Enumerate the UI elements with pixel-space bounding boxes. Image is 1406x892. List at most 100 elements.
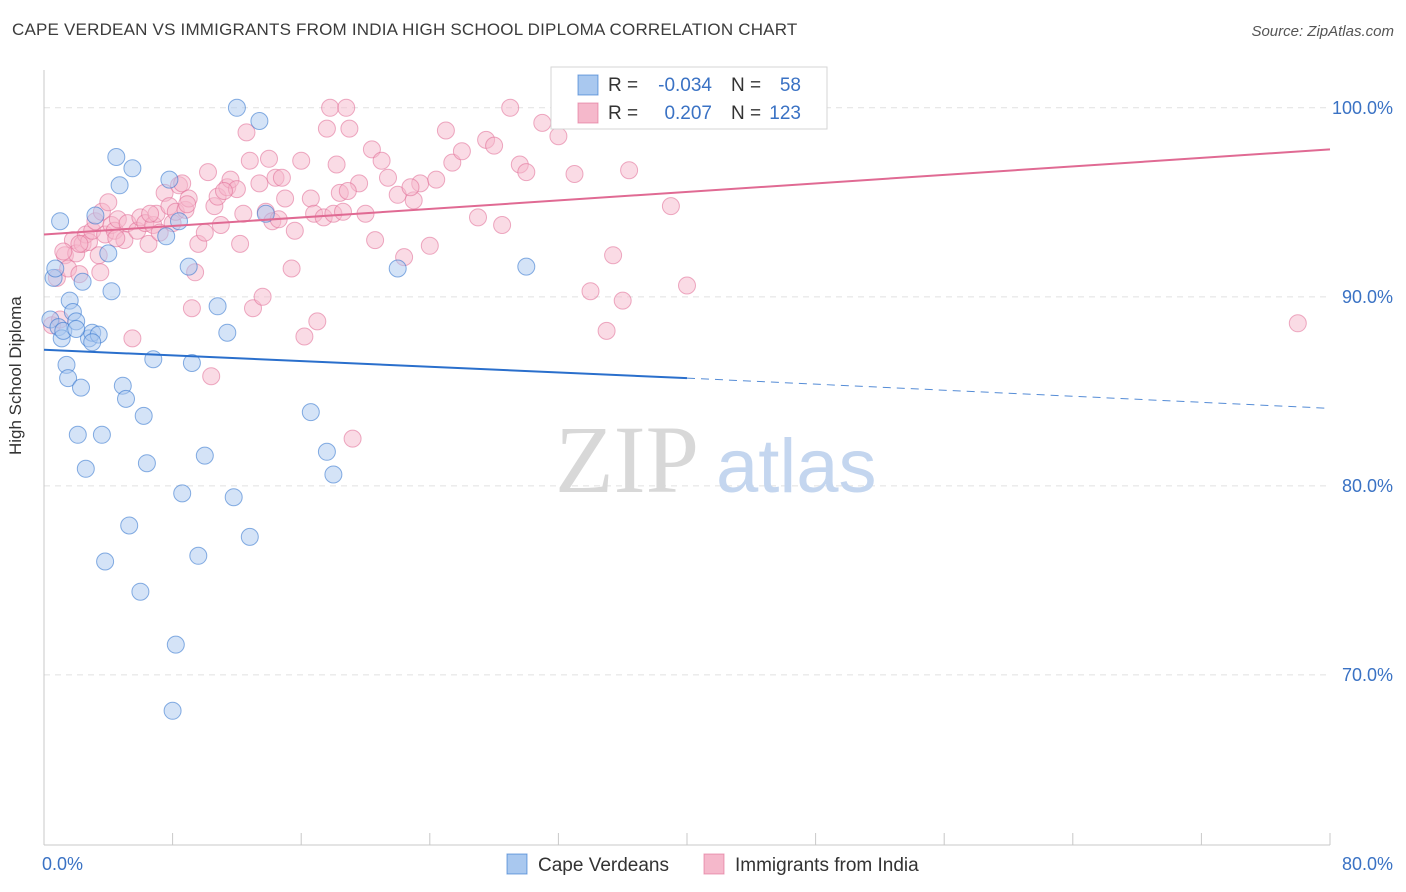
data-point: [173, 484, 192, 503]
data-point: [237, 123, 256, 142]
data-point: [469, 208, 487, 227]
data-point: [613, 291, 632, 310]
data-point: [170, 212, 188, 231]
data-point: [195, 223, 214, 242]
data-point: [366, 231, 385, 250]
y-tick-label: 80.0%: [1342, 476, 1393, 496]
data-point: [517, 257, 536, 276]
data-point: [317, 119, 336, 138]
legend-swatch: [577, 102, 599, 124]
data-point: [317, 442, 336, 461]
data-point: [533, 113, 552, 132]
data-point: [452, 142, 471, 161]
data-point: [131, 582, 150, 601]
data-point: [51, 212, 70, 231]
data-point: [120, 516, 139, 535]
data-point: [72, 378, 90, 397]
x-tick-label: 0.0%: [42, 854, 83, 874]
data-point: [107, 148, 126, 166]
data-point: [59, 369, 78, 388]
data-point: [139, 234, 158, 253]
data-point: [301, 403, 320, 422]
data-point: [501, 98, 520, 117]
data-point: [54, 242, 73, 261]
data-point: [272, 168, 291, 187]
data-point: [493, 216, 512, 234]
data-point: [427, 170, 446, 189]
data-point: [1288, 314, 1307, 333]
data-point: [337, 98, 356, 117]
data-point: [240, 527, 259, 546]
y-tick-label: 70.0%: [1342, 665, 1393, 685]
cape-verdean-trend-extension: [686, 377, 1331, 409]
data-point: [282, 259, 301, 278]
trend-lines: [43, 148, 1331, 409]
bottom-legend-swatch: [506, 853, 528, 875]
data-point: [485, 136, 504, 155]
data-point: [182, 299, 201, 318]
data-point: [144, 350, 163, 369]
data-point: [141, 204, 160, 223]
data-point: [388, 259, 407, 278]
data-point: [102, 282, 121, 301]
data-point: [321, 98, 340, 117]
cape-verdean-trend-line: [43, 348, 688, 380]
data-point: [224, 488, 243, 507]
india-trend-line: [43, 148, 1331, 236]
data-point: [565, 165, 584, 183]
data-point: [227, 98, 246, 117]
data-point: [91, 263, 110, 282]
watermark: ZIP atlas: [555, 406, 877, 513]
tick-labels: 100.0% 90.0% 80.0% 70.0% 0.0% 80.0%: [42, 98, 1393, 874]
data-point: [379, 168, 397, 187]
legend-n-label: N =: [731, 75, 761, 96]
data-point: [308, 312, 327, 331]
data-point: [231, 234, 250, 253]
data-point: [324, 465, 343, 484]
data-point: [218, 323, 237, 342]
y-tick-label: 100.0%: [1332, 98, 1393, 118]
data-point: [163, 701, 182, 720]
data-point: [117, 389, 135, 408]
data-point: [301, 189, 320, 208]
data-point: [123, 329, 142, 348]
axes: [43, 70, 1331, 846]
data-point: [70, 234, 89, 253]
data-point: [240, 151, 259, 170]
data-point: [99, 244, 118, 263]
data-point: [199, 163, 217, 182]
data-point: [343, 429, 362, 448]
legend-box: R = -0.034 N = 58 R = 0.207 N = 123: [550, 66, 828, 130]
data-point: [260, 149, 278, 168]
data-point: [334, 202, 352, 221]
bottom-legend-label: Immigrants from India: [735, 855, 919, 876]
data-point: [436, 121, 455, 140]
data-point: [137, 454, 156, 473]
legend-n-value: 123: [769, 103, 801, 124]
data-point: [189, 546, 208, 565]
data-point: [178, 195, 197, 214]
legend-r-value: 0.207: [664, 103, 712, 124]
x-tick-label: 80.0%: [1342, 854, 1393, 874]
data-point: [73, 272, 92, 291]
source-label: Source: ZipAtlas.com: [1251, 23, 1394, 40]
chart-title: CAPE VERDEAN VS IMMIGRANTS FROM INDIA HI…: [12, 20, 798, 39]
data-point: [96, 552, 115, 571]
data-point: [46, 259, 65, 278]
data-point: [340, 119, 359, 138]
data-point: [110, 176, 129, 195]
data-point: [179, 257, 198, 276]
data-point: [215, 182, 233, 200]
data-point: [250, 174, 269, 193]
data-point: [182, 354, 201, 372]
data-point: [157, 227, 176, 246]
data-point: [123, 159, 142, 178]
data-point: [83, 333, 102, 352]
data-point: [285, 221, 304, 240]
data-point: [292, 151, 311, 170]
watermark-zip: ZIP: [555, 406, 699, 513]
data-point: [195, 446, 214, 465]
data-point: [620, 161, 639, 180]
data-point: [76, 459, 95, 478]
bottom-legend-swatch: [703, 853, 725, 875]
